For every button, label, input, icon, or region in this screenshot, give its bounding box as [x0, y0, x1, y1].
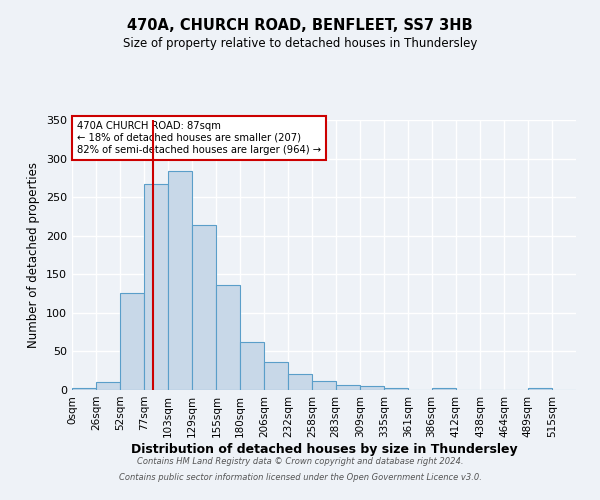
Bar: [264, 362, 288, 390]
Bar: [168, 171, 192, 390]
Text: 470A, CHURCH ROAD, BENFLEET, SS7 3HB: 470A, CHURCH ROAD, BENFLEET, SS7 3HB: [127, 18, 473, 32]
Bar: [527, 388, 552, 390]
Bar: [72, 388, 96, 390]
Bar: [239, 342, 264, 390]
X-axis label: Distribution of detached houses by size in Thundersley: Distribution of detached houses by size …: [131, 442, 517, 456]
Text: Size of property relative to detached houses in Thundersley: Size of property relative to detached ho…: [123, 38, 477, 51]
Bar: [335, 386, 360, 390]
Text: Contains HM Land Registry data © Crown copyright and database right 2024.: Contains HM Land Registry data © Crown c…: [137, 458, 463, 466]
Bar: [313, 380, 335, 390]
Bar: [217, 285, 239, 390]
Bar: [431, 388, 456, 390]
Y-axis label: Number of detached properties: Number of detached properties: [28, 162, 40, 348]
Text: Contains public sector information licensed under the Open Government Licence v3: Contains public sector information licen…: [119, 472, 481, 482]
Bar: [192, 225, 217, 390]
Bar: [96, 382, 121, 390]
Bar: [144, 184, 168, 390]
Bar: [121, 293, 144, 390]
Bar: [288, 374, 313, 390]
Text: 470A CHURCH ROAD: 87sqm
← 18% of detached houses are smaller (207)
82% of semi-d: 470A CHURCH ROAD: 87sqm ← 18% of detache…: [77, 122, 321, 154]
Bar: [384, 388, 409, 390]
Bar: [360, 386, 384, 390]
